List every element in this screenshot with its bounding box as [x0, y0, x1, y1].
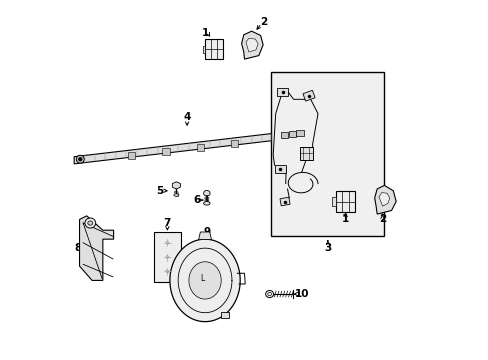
Text: 9: 9	[203, 227, 210, 237]
Ellipse shape	[265, 291, 273, 298]
Text: 3: 3	[324, 243, 331, 253]
Polygon shape	[277, 88, 287, 96]
Polygon shape	[172, 182, 180, 189]
Ellipse shape	[85, 218, 96, 228]
Bar	[154, 232, 181, 282]
Bar	[331, 197, 335, 206]
Polygon shape	[303, 90, 314, 101]
Bar	[221, 312, 228, 318]
Text: 2: 2	[378, 215, 386, 224]
Polygon shape	[80, 216, 113, 280]
Ellipse shape	[76, 155, 84, 163]
Text: 7: 7	[163, 218, 171, 228]
Polygon shape	[169, 239, 240, 321]
Polygon shape	[289, 131, 296, 136]
Polygon shape	[280, 197, 289, 206]
Polygon shape	[198, 232, 211, 239]
Ellipse shape	[174, 194, 179, 196]
Polygon shape	[245, 39, 258, 52]
Ellipse shape	[267, 292, 271, 296]
Text: L: L	[200, 274, 204, 283]
Polygon shape	[188, 262, 221, 299]
Polygon shape	[74, 130, 303, 164]
Polygon shape	[274, 165, 285, 173]
Polygon shape	[378, 193, 389, 206]
Polygon shape	[196, 144, 203, 151]
Polygon shape	[281, 132, 287, 138]
Ellipse shape	[78, 157, 82, 161]
Ellipse shape	[203, 190, 210, 196]
Bar	[271, 72, 384, 235]
Ellipse shape	[88, 221, 93, 225]
Text: 10: 10	[294, 289, 308, 299]
Bar	[205, 39, 222, 59]
Text: 1: 1	[201, 28, 208, 38]
Bar	[202, 45, 205, 53]
Bar	[335, 191, 355, 212]
Text: 2: 2	[260, 17, 267, 27]
Ellipse shape	[203, 202, 210, 205]
Polygon shape	[162, 148, 169, 155]
Text: 6: 6	[193, 195, 201, 205]
Text: 8: 8	[74, 243, 81, 253]
Text: 5: 5	[156, 186, 163, 196]
Text: 4: 4	[183, 112, 190, 122]
Text: 1: 1	[341, 215, 348, 224]
Bar	[299, 147, 312, 159]
Polygon shape	[231, 140, 238, 147]
Polygon shape	[128, 152, 135, 159]
Polygon shape	[374, 185, 395, 214]
Polygon shape	[241, 31, 263, 59]
Polygon shape	[296, 130, 303, 135]
